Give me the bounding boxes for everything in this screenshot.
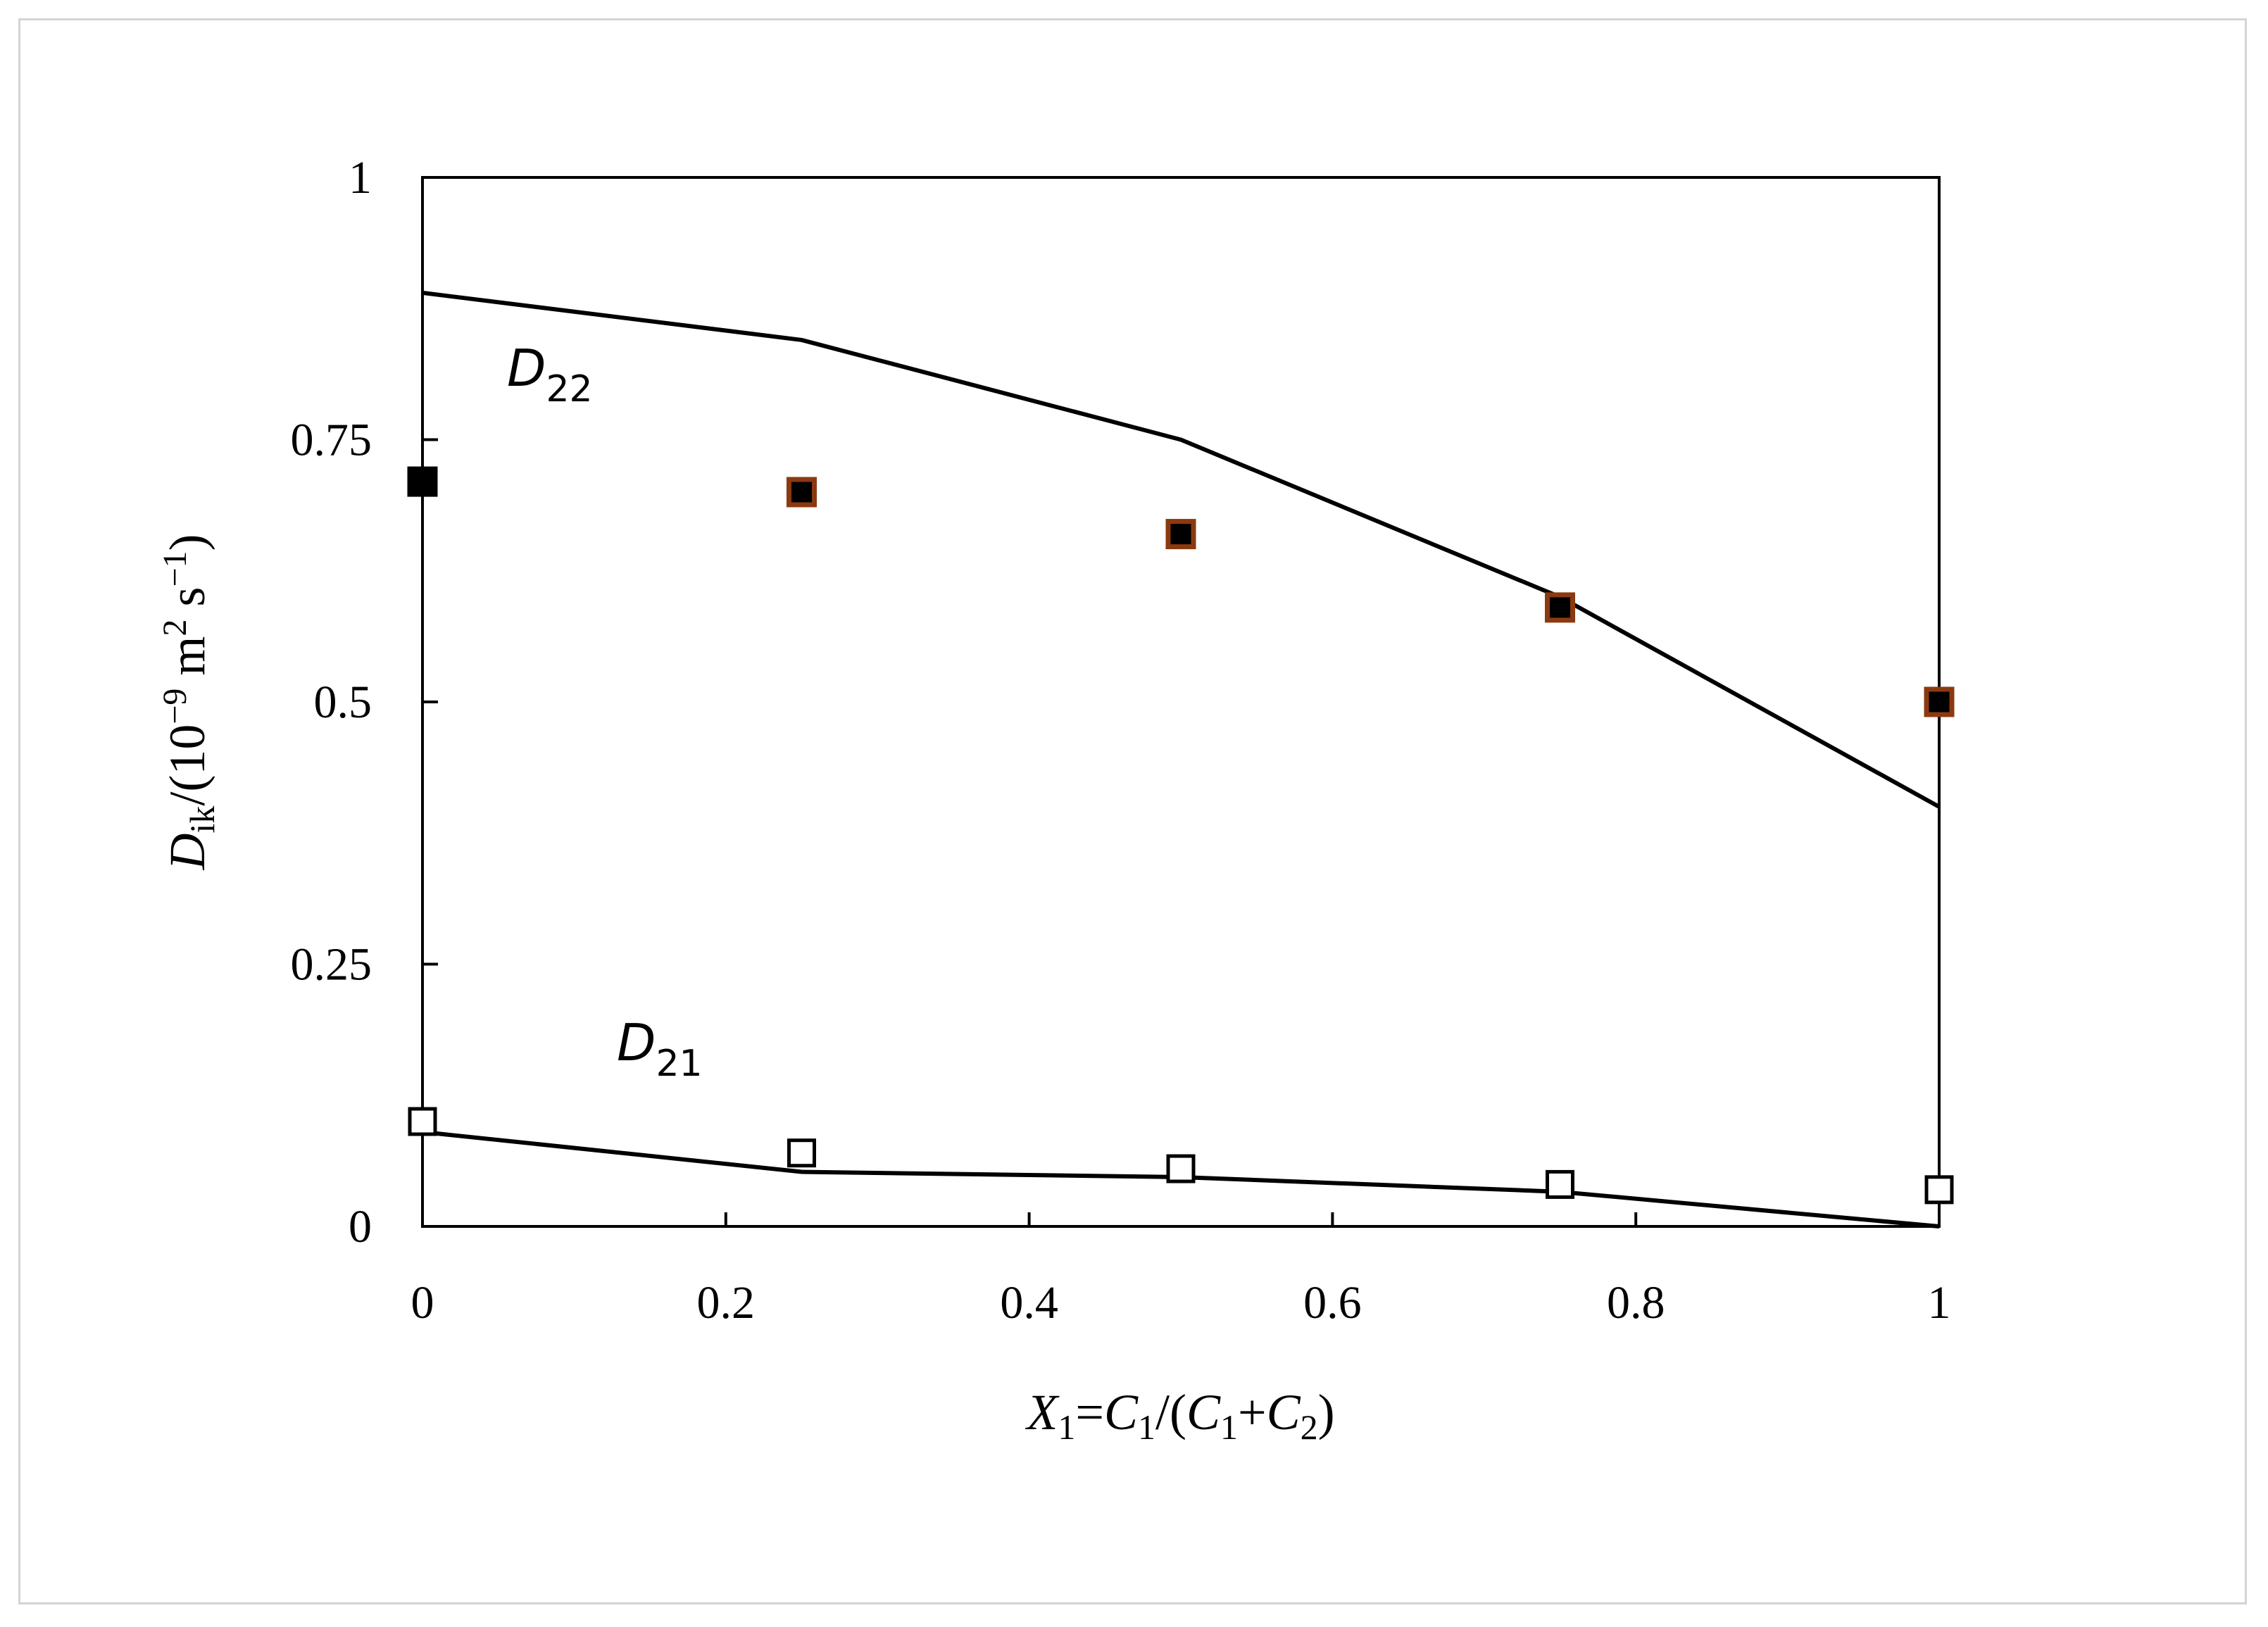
ylabel-m: m <box>159 636 215 689</box>
xlabel-plus: + <box>1238 1384 1267 1440</box>
ylabel-open: /(10 <box>159 724 215 806</box>
series-line-1 <box>422 290 1941 809</box>
annotation-d21: D21 <box>617 1013 703 1085</box>
x-tick-label: 0 <box>411 1277 434 1328</box>
xlabel-x: X <box>1025 1384 1060 1440</box>
xlabel-c2: C <box>1267 1384 1301 1440</box>
y-tick-label: 0.25 <box>291 939 372 991</box>
xlabel-x-sub: 1 <box>1058 1407 1075 1447</box>
filled-square-marker <box>787 477 817 508</box>
y-tick-label: 0.5 <box>314 677 372 728</box>
ylabel-exp3: −1 <box>156 551 194 586</box>
xlabel-close: ) <box>1318 1384 1335 1440</box>
filled-square-marker <box>1924 686 1955 717</box>
series-markers <box>407 466 1955 1205</box>
xlabel-c1: C <box>1104 1384 1139 1440</box>
open-square-marker <box>787 1138 816 1168</box>
y-ticks: 0 0.25 0.5 0.75 1 <box>291 152 438 1252</box>
ylabel-d: D <box>159 834 215 871</box>
xlabel-c1b-sub: 1 <box>1220 1407 1238 1447</box>
x-ticks: 0 0.2 0.4 0.6 0.8 1 <box>411 1212 1951 1328</box>
open-square-marker <box>1546 1169 1574 1199</box>
open-square-marker <box>1166 1154 1196 1183</box>
x-tick-label: 0.6 <box>1303 1277 1362 1328</box>
y-tick-label: 0.75 <box>291 415 372 466</box>
x-axis-title: X1=C1/(C1+C2) <box>1025 1384 1334 1447</box>
annotation-d22: D22 <box>507 339 593 410</box>
x-tick-label: 0.8 <box>1607 1277 1665 1328</box>
xlabel-c1-sub: 1 <box>1138 1407 1155 1447</box>
xlabel-c2-sub: 2 <box>1301 1407 1318 1447</box>
filled-square-marker <box>407 466 438 497</box>
y-axis-title: Dik/(10−9 m2 s−1) <box>156 534 222 870</box>
annotation-d21-main: D <box>617 1013 656 1072</box>
ylabel-exp2: 2 <box>156 620 194 636</box>
figure-frame <box>18 18 2247 1604</box>
xlabel-eq: = <box>1075 1384 1104 1440</box>
xlabel-mid: /( <box>1155 1384 1186 1440</box>
x-tick-label: 0.4 <box>1000 1277 1058 1328</box>
filled-square-marker <box>1545 592 1575 623</box>
ylabel-d-sub: ik <box>182 806 222 834</box>
series-lines <box>422 290 1941 1229</box>
annotation-d22-sub: 22 <box>546 368 592 410</box>
ylabel-s: s <box>159 587 215 620</box>
open-square-marker <box>1924 1175 1954 1205</box>
xlabel-c1b: C <box>1186 1384 1221 1440</box>
y-tick-label: 0 <box>349 1201 372 1252</box>
x-tick-label: 0.2 <box>697 1277 756 1328</box>
ylabel-exp1: −9 <box>156 689 194 724</box>
filled-square-marker <box>1165 519 1196 550</box>
x-tick-label: 1 <box>1928 1277 1951 1328</box>
y-tick-label: 1 <box>349 152 372 203</box>
annotation-d22-main: D <box>507 339 546 398</box>
annotation-d21-sub: 21 <box>656 1043 702 1085</box>
open-square-marker <box>408 1107 437 1136</box>
ylabel-close: ) <box>159 534 215 551</box>
